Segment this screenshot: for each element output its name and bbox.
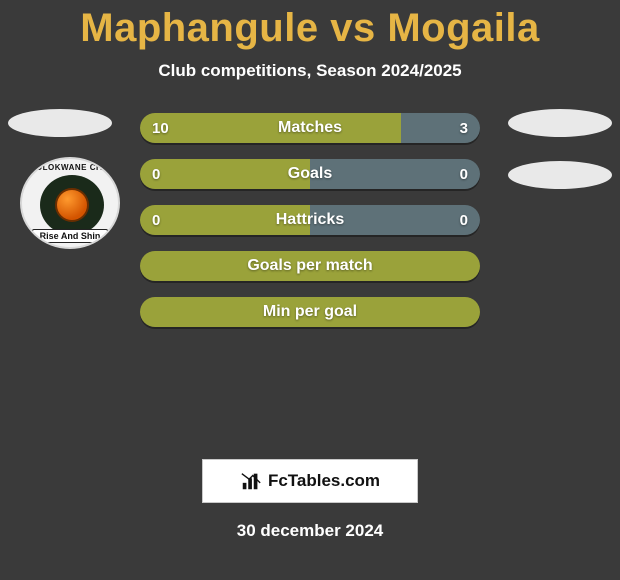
stat-track bbox=[140, 205, 480, 235]
subtitle: Club competitions, Season 2024/2025 bbox=[0, 61, 620, 81]
title-left: Maphangule bbox=[80, 6, 318, 50]
crest-ribbon: Rise And Shin bbox=[32, 229, 108, 243]
stat-row: Hattricks00 bbox=[140, 205, 480, 235]
stat-seg-right bbox=[310, 205, 480, 235]
stat-track bbox=[140, 113, 480, 143]
date-text: 30 december 2024 bbox=[0, 521, 620, 541]
title-vs: vs bbox=[330, 6, 387, 50]
crest-inner bbox=[40, 175, 104, 235]
stat-seg-right bbox=[401, 113, 480, 143]
stat-bars: Matches103 Goals00 Hattricks00 Goals per ma… bbox=[140, 97, 480, 327]
stat-track bbox=[140, 297, 480, 327]
stat-row: Goals per match bbox=[140, 251, 480, 281]
stat-seg-left bbox=[140, 159, 310, 189]
stat-row: Matches103 bbox=[140, 113, 480, 143]
brand-box[interactable]: FcTables.com bbox=[202, 459, 418, 503]
page-title: Maphangule vs Mogaila bbox=[0, 0, 620, 51]
comparison-card: Maphangule vs Mogaila Club competitions,… bbox=[0, 0, 620, 580]
stat-track bbox=[140, 159, 480, 189]
bar-chart-icon bbox=[240, 470, 262, 492]
stat-seg-left bbox=[140, 113, 401, 143]
right-team-oval-2 bbox=[508, 161, 612, 189]
stat-row: Goals00 bbox=[140, 159, 480, 189]
stat-seg-right bbox=[310, 159, 480, 189]
stat-seg-left bbox=[140, 251, 480, 281]
brand-text: FcTables.com bbox=[268, 471, 380, 491]
right-team-oval-1 bbox=[508, 109, 612, 137]
crest-ball-icon bbox=[55, 188, 89, 222]
left-team-oval-1 bbox=[8, 109, 112, 137]
stat-track bbox=[140, 251, 480, 281]
stat-row: Min per goal bbox=[140, 297, 480, 327]
stage: POLOKWANE CITY Rise And Shin Matches103 G… bbox=[0, 109, 620, 449]
stat-seg-left bbox=[140, 297, 480, 327]
stat-seg-left bbox=[140, 205, 310, 235]
crest-ring-text: POLOKWANE CITY bbox=[22, 163, 118, 172]
left-team-crest: POLOKWANE CITY Rise And Shin bbox=[20, 157, 120, 249]
title-right: Mogaila bbox=[387, 6, 539, 50]
